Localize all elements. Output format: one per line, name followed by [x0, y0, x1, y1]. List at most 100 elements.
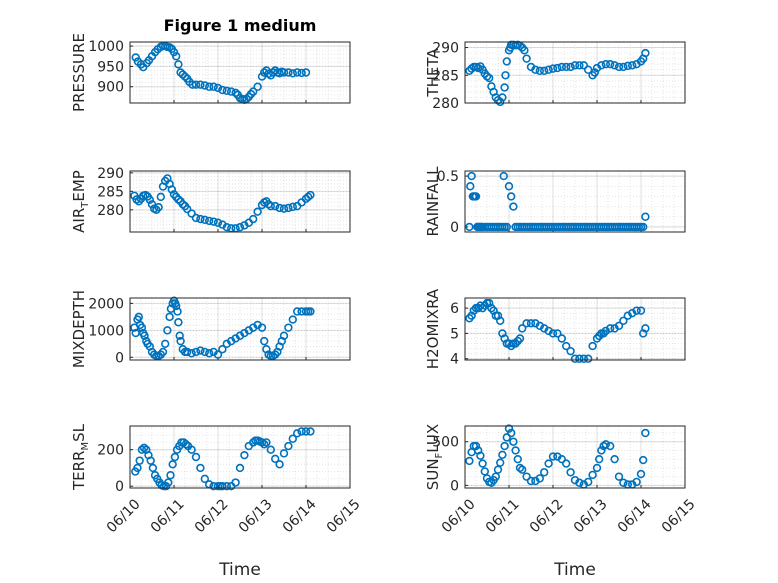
data-point	[218, 85, 227, 95]
data-point	[163, 326, 172, 335]
data-point	[146, 456, 155, 465]
data-point	[502, 433, 511, 442]
data-point	[154, 203, 163, 212]
y-tick-label: 290	[432, 41, 459, 57]
data-point	[288, 202, 297, 212]
data-point	[493, 465, 503, 474]
data-point	[526, 476, 536, 486]
y-axis-label-text: THETA	[424, 48, 442, 98]
data-point	[140, 331, 149, 340]
data-point	[466, 182, 475, 191]
data-point	[627, 61, 637, 70]
data-point	[610, 454, 619, 464]
data-point	[601, 440, 610, 449]
data-point	[266, 201, 275, 211]
data-point	[566, 346, 575, 356]
data-point	[498, 93, 507, 102]
y-axis-label-subscript: T	[80, 201, 91, 209]
data-point	[500, 83, 509, 92]
data-point	[522, 54, 531, 63]
data-point	[187, 445, 196, 454]
y-tick-label: 6	[450, 301, 459, 317]
data-point	[636, 469, 646, 479]
data-point	[222, 86, 232, 96]
data-point	[478, 459, 487, 468]
data-point	[148, 463, 158, 473]
data-point	[517, 465, 527, 474]
data-point	[511, 446, 520, 455]
data-point	[284, 68, 293, 77]
x-axis-label: Time	[553, 560, 596, 580]
data-point	[200, 81, 210, 90]
data-point	[187, 209, 196, 218]
data-point	[293, 429, 302, 438]
data-point	[579, 354, 588, 363]
data-point	[275, 203, 284, 213]
data-point	[509, 437, 518, 446]
data-point	[623, 61, 632, 71]
x-tick-label: 06/13	[236, 496, 276, 536]
data-point	[575, 354, 584, 363]
x-axis-label: Time	[218, 560, 261, 580]
data-point	[544, 459, 553, 468]
x-tick-label: 06/12	[192, 496, 232, 536]
y-tick-label: 1000	[88, 39, 124, 55]
data-point	[507, 192, 516, 201]
data-point	[187, 349, 196, 358]
data-point	[169, 47, 179, 57]
data-point	[641, 324, 650, 333]
data-point	[235, 222, 245, 232]
data-point	[570, 354, 580, 363]
axes-frame	[129, 425, 351, 489]
data-point	[147, 200, 157, 209]
data-point	[133, 463, 142, 473]
data-point	[209, 217, 218, 226]
data-point	[135, 456, 144, 465]
data-point	[196, 463, 205, 473]
subplot-terr: 0 200 TERRMSL 06/10 06/11 06/12 06/13 06/14 06/1…	[70, 423, 364, 580]
data-point	[205, 82, 214, 91]
data-point	[480, 467, 489, 476]
data-point	[205, 349, 214, 358]
axes-background	[464, 170, 686, 233]
data-point	[526, 319, 536, 328]
data-point	[158, 347, 168, 357]
data-point	[500, 441, 509, 451]
x-tick-label: 06/12	[527, 496, 567, 536]
y-axis-label-text: SL	[70, 423, 88, 442]
y-tick-label: 0	[115, 350, 124, 366]
data-point	[145, 195, 155, 205]
data-point	[306, 307, 315, 316]
data-point	[284, 323, 293, 332]
y-tick-label: 0	[450, 478, 459, 494]
data-point	[257, 438, 267, 447]
y-axis-label-text: PRESSURE	[70, 33, 88, 112]
data-point	[253, 207, 262, 216]
y-axis-label-subscript: M	[80, 442, 91, 451]
data-point	[570, 61, 580, 70]
y-tick-label: 285	[97, 184, 124, 200]
data-point	[306, 190, 315, 200]
axes-frame	[129, 170, 351, 233]
data-point	[266, 445, 275, 454]
y-tick-label: 290	[97, 166, 124, 182]
data-point	[557, 62, 566, 72]
data-point	[166, 471, 175, 480]
data-point	[191, 347, 201, 357]
data-point	[205, 216, 214, 226]
y-axis-label: RAINFALL	[424, 166, 442, 237]
axes-frame	[464, 170, 686, 233]
data-point	[641, 48, 650, 58]
data-point	[134, 312, 144, 322]
axes-frame	[464, 425, 686, 489]
y-tick-label: 4	[450, 352, 459, 368]
y-axis-label: TERRMSL	[70, 423, 91, 491]
data-point	[249, 87, 258, 96]
data-point	[504, 182, 514, 191]
data-point	[301, 68, 311, 77]
data-point	[279, 449, 289, 458]
data-point	[610, 61, 619, 70]
data-point	[496, 458, 505, 467]
x-tick-label: 06/15	[324, 496, 364, 536]
data-point	[174, 195, 183, 204]
